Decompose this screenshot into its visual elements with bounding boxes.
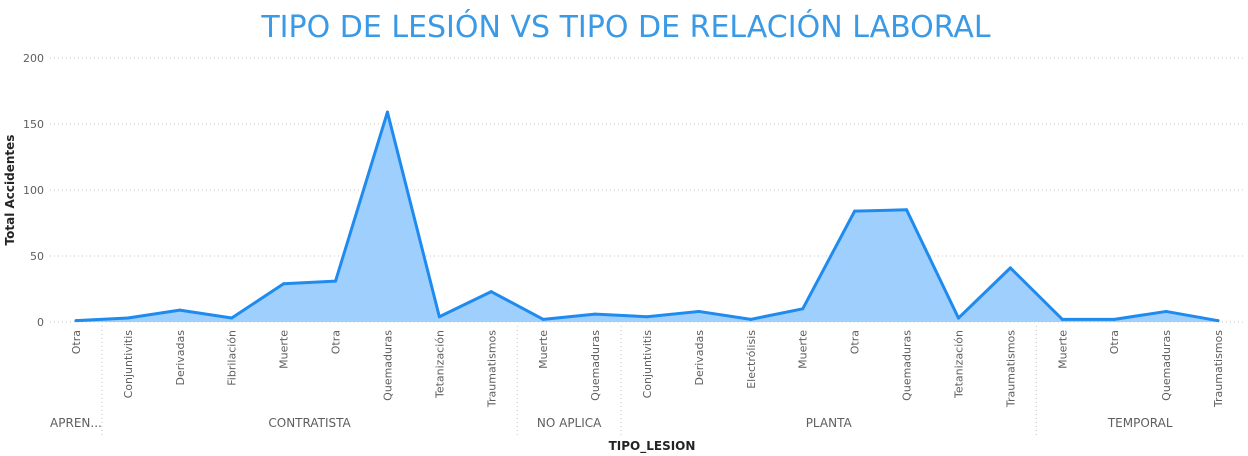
x-tick-label: Fibrilación: [226, 330, 239, 386]
plot-area: [74, 110, 1220, 323]
data-point: [178, 308, 182, 312]
data-point: [1008, 266, 1012, 270]
x-group-label: CONTRATISTA: [268, 416, 351, 430]
y-tick-label: 200: [23, 52, 44, 65]
y-tick-label: 50: [30, 250, 44, 263]
y-axis-ticks: 0 50 100 150 200: [23, 52, 44, 329]
x-tick-label: Traumatismos: [1004, 330, 1017, 408]
data-point: [334, 279, 338, 283]
chart-title: TIPO DE LESIÓN VS TIPO DE RELACIÓN LABOR…: [260, 8, 991, 45]
x-tick-label: Conjuntivitis: [122, 330, 135, 399]
y-axis-label: Total Accidentes: [3, 135, 17, 246]
data-point: [385, 110, 389, 114]
data-point: [489, 290, 493, 294]
y-tick-label: 150: [23, 118, 44, 131]
data-point: [645, 315, 649, 319]
x-tick-label: Muerte: [278, 330, 291, 369]
x-tick-label: Conjuntivitis: [641, 330, 654, 399]
x-axis-groups: APREN... CONTRATISTA NO APLICA PLANTA TEMPOR…: [50, 326, 1173, 436]
data-point: [1164, 309, 1168, 313]
data-point: [282, 282, 286, 286]
x-tick-label: Otra: [849, 330, 862, 354]
series-line: [75, 110, 1219, 323]
x-group-label: TEMPORAL: [1107, 416, 1173, 430]
y-tick-label: 0: [37, 316, 44, 329]
data-point: [593, 312, 597, 316]
x-axis-label: TIPO_LESION: [609, 439, 696, 454]
data-point: [905, 208, 909, 212]
x-tick-label: Derivadas: [693, 330, 706, 386]
data-point: [697, 309, 701, 313]
x-tick-label: Otra: [1108, 330, 1121, 354]
x-tick-label: Traumatismos: [1212, 330, 1225, 408]
x-tick-label: Quemaduras: [381, 330, 394, 401]
data-point: [541, 317, 545, 321]
x-axis-ticks: Otra Conjuntivitis Derivadas Fibrilación Mue…: [70, 330, 1225, 408]
x-group-label: NO APLICA: [537, 416, 602, 430]
x-tick-label: Electrólisis: [745, 330, 758, 389]
x-tick-label: Quemaduras: [901, 330, 914, 401]
x-tick-label: Tetanización: [433, 330, 446, 399]
x-tick-label: Quemaduras: [1160, 330, 1173, 401]
x-tick-label: Muerte: [1056, 330, 1069, 369]
x-tick-label: Derivadas: [174, 330, 187, 386]
x-group-label: PLANTA: [806, 416, 853, 430]
data-point: [956, 316, 960, 320]
data-point: [1112, 317, 1116, 321]
data-point: [801, 307, 805, 311]
gridlines: [50, 57, 1244, 323]
data-point: [749, 317, 753, 321]
area-fill: [75, 112, 1219, 323]
data-point: [126, 316, 130, 320]
x-tick-label: Muerte: [537, 330, 550, 369]
data-point: [437, 315, 441, 319]
x-tick-label: Quemaduras: [589, 330, 602, 401]
x-tick-label: Otra: [330, 330, 343, 354]
x-tick-label: Traumatismos: [485, 330, 498, 408]
x-group-label: APREN...: [50, 416, 102, 430]
x-tick-label: Otra: [70, 330, 83, 354]
data-point: [1060, 317, 1064, 321]
x-tick-label: Tetanización: [952, 330, 965, 399]
data-point: [1216, 319, 1220, 323]
x-tick-label: Muerte: [797, 330, 810, 369]
data-point: [74, 319, 78, 323]
y-tick-label: 100: [23, 184, 44, 197]
data-point: [230, 316, 234, 320]
data-point: [853, 209, 857, 213]
